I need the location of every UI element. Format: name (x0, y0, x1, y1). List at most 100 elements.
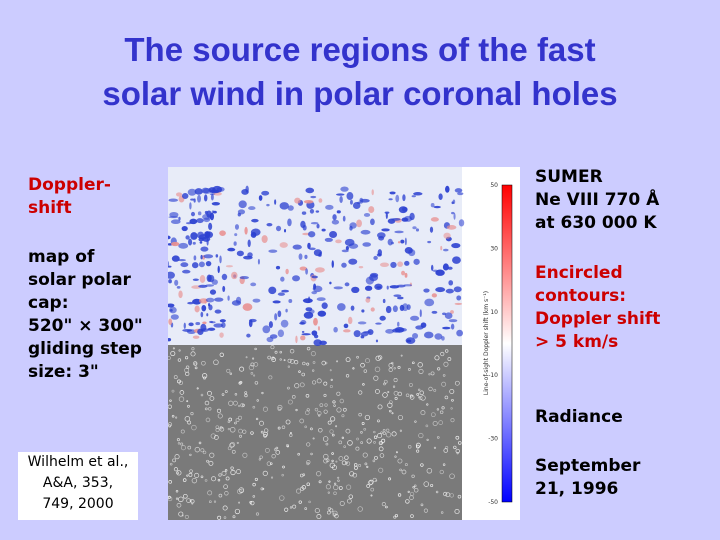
radiance-feature (383, 382, 386, 386)
radiance-feature (333, 404, 336, 407)
radiance-feature (366, 438, 372, 444)
radiance-feature (430, 371, 435, 376)
radiance-feature (281, 425, 286, 429)
doppler-feature (431, 310, 438, 314)
radiance-feature (289, 359, 295, 364)
doppler-feature (362, 242, 372, 247)
radiance-feature (306, 346, 311, 351)
radiance-feature (174, 454, 180, 460)
radiance-feature (234, 421, 237, 425)
radiance-feature (302, 361, 306, 366)
radiance-feature (262, 406, 268, 412)
radiance-feature (451, 398, 454, 402)
radiance-feature (186, 498, 191, 503)
radiance-feature (366, 465, 369, 468)
radiance-feature (409, 495, 414, 500)
radiance-feature (363, 369, 368, 373)
doppler-feature (456, 329, 463, 337)
doppler-feature (393, 294, 402, 298)
radiance-feature (227, 420, 231, 423)
doppler-feature (453, 212, 456, 220)
radiance-feature (391, 412, 394, 415)
radiance-feature (186, 474, 189, 477)
doppler-feature (404, 237, 407, 246)
doppler-feature (347, 316, 353, 325)
radiance-feature (219, 426, 223, 430)
radiance-feature (388, 400, 393, 405)
radiance-feature (339, 398, 345, 404)
doppler-feature (451, 242, 461, 249)
doppler-feature (279, 202, 289, 210)
radiance-feature (196, 387, 199, 390)
radiance-feature (425, 424, 429, 428)
doppler-feature (244, 226, 248, 235)
radiance-feature (189, 499, 193, 502)
radiance-feature (218, 473, 222, 477)
doppler-feature (214, 309, 222, 314)
doppler-feature (329, 281, 332, 285)
radiance-feature (450, 407, 453, 410)
radiance-feature (383, 379, 388, 384)
text-line: SUMER (535, 167, 603, 187)
radiance-feature (345, 374, 350, 378)
radiance-feature (329, 508, 334, 513)
doppler-feature (216, 186, 225, 192)
radiance-feature (180, 442, 184, 446)
radiance-feature (168, 422, 173, 427)
radiance-feature (204, 400, 210, 406)
radiance-feature (194, 366, 198, 370)
radiance-feature (319, 403, 324, 407)
text-line: 749, 2000 (42, 496, 114, 512)
radiance-feature (388, 362, 394, 368)
radiance-feature (456, 452, 459, 455)
doppler-feature (246, 333, 251, 338)
radiance-feature (180, 445, 186, 451)
radiance-feature (423, 481, 430, 487)
doppler-feature (181, 192, 189, 200)
radiance-feature (234, 508, 241, 515)
doppler-feature (294, 197, 301, 204)
date: September 21, 1996 (535, 455, 640, 501)
radiance-feature (449, 473, 455, 479)
doppler-feature (178, 216, 181, 221)
doppler-feature (295, 335, 298, 344)
doppler-feature (300, 335, 306, 341)
radiance-feature (332, 465, 337, 470)
radiance-feature (182, 478, 187, 482)
radiance-feature (323, 409, 328, 414)
radiance-feature (385, 505, 388, 509)
radiance-feature (302, 473, 306, 477)
radiance-feature (277, 426, 281, 430)
doppler-feature (431, 293, 438, 298)
doppler-feature (235, 296, 242, 304)
doppler-feature (440, 245, 443, 251)
doppler-feature (368, 206, 375, 213)
text-line: Encircled (535, 263, 623, 283)
radiance-feature (331, 459, 334, 463)
radiance-feature (171, 414, 175, 418)
radiance-feature (172, 347, 175, 350)
radiance-feature (248, 364, 255, 371)
radiance-feature (374, 366, 381, 373)
doppler-feature (190, 232, 198, 240)
doppler-feature (365, 297, 371, 303)
doppler-feature (443, 232, 451, 239)
radiance-feature (169, 462, 173, 466)
radiance-feature (381, 438, 386, 443)
doppler-feature (219, 255, 222, 264)
radiance-feature (187, 445, 192, 450)
radiance-feature (358, 464, 362, 468)
doppler-feature (364, 285, 373, 291)
doppler-feature (299, 266, 307, 271)
radiance-feature (230, 441, 236, 448)
doppler-feature (268, 249, 278, 253)
radiance-feature (454, 380, 460, 386)
doppler-feature (213, 323, 224, 328)
radiance-feature (304, 507, 308, 510)
radiance-feature (168, 495, 171, 499)
radiance-feature (364, 414, 370, 421)
doppler-feature (187, 188, 197, 196)
radiance-feature (224, 491, 229, 496)
radiance-feature (168, 424, 172, 428)
radiance-feature (380, 431, 384, 434)
